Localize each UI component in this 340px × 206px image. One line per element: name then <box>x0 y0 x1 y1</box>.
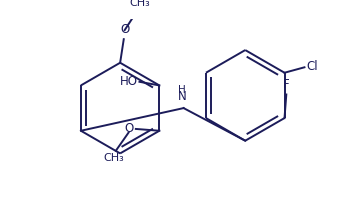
Text: O: O <box>125 122 134 135</box>
Text: H: H <box>178 85 186 95</box>
Text: HO: HO <box>120 75 138 88</box>
Text: Cl: Cl <box>306 60 318 73</box>
Text: CH₃: CH₃ <box>130 0 151 8</box>
Text: CH₃: CH₃ <box>104 153 124 163</box>
Text: F: F <box>283 78 290 91</box>
Text: N: N <box>177 90 186 103</box>
Text: O: O <box>120 23 129 36</box>
